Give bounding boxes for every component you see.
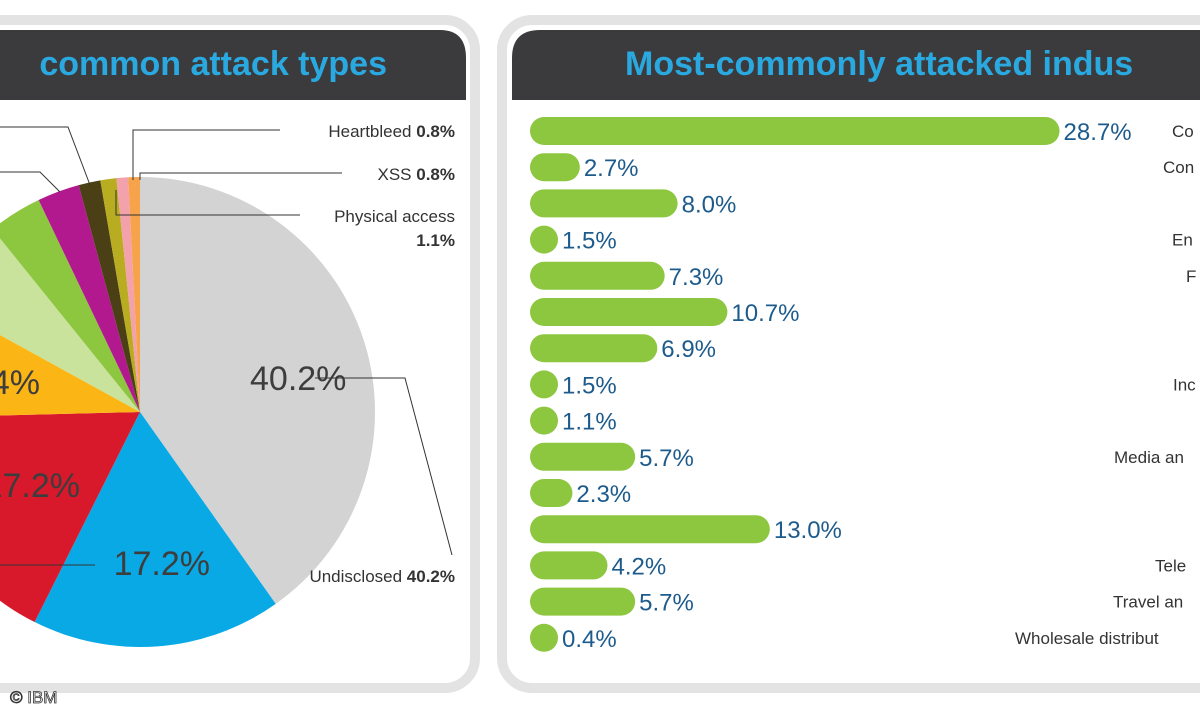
pie-slice <box>78 180 140 412</box>
left-header <box>0 30 466 100</box>
slice-value: 0.8% <box>416 165 455 184</box>
bar-category-label: Inc <box>1173 375 1196 394</box>
bar-category-label: Tele <box>1155 556 1186 575</box>
slice-value-label: 8.4% <box>0 364 40 402</box>
bar-category-label: Wholesale distribut <box>1015 629 1159 648</box>
bar <box>530 623 558 652</box>
bar-value-label: 6.9% <box>661 336 716 363</box>
slice-name: XSS <box>377 165 411 184</box>
bar <box>530 261 665 290</box>
bar <box>530 334 658 363</box>
bar <box>530 189 678 218</box>
bar <box>530 515 770 544</box>
slice-label: Heartbleed 0.8% <box>328 122 455 141</box>
bar <box>530 298 728 326</box>
bar <box>530 406 558 435</box>
bar <box>530 153 580 182</box>
pie-slice <box>0 238 140 412</box>
bar <box>530 117 1060 145</box>
bar-value-label: 5.7% <box>639 445 694 472</box>
leader-line <box>139 172 342 180</box>
slice-name: Heartbleed <box>328 122 411 141</box>
pie-slice <box>38 185 140 412</box>
bar-value-label: 1.5% <box>562 372 617 399</box>
slice-value: 0.8% <box>416 122 455 141</box>
right-header <box>512 30 1200 100</box>
slice-value: 40.2% <box>407 567 455 586</box>
slice-value-label: 40.2% <box>250 360 346 398</box>
pie-slice <box>0 199 140 412</box>
bar <box>530 442 636 471</box>
bar-value-label: 5.7% <box>639 590 694 617</box>
bar <box>530 370 558 399</box>
bar-category-label: Travel an <box>1113 593 1183 612</box>
bar <box>530 551 608 580</box>
bar-value-label: 1.1% <box>562 409 617 436</box>
bar-value-label: 2.7% <box>584 155 639 182</box>
bar-category-label: Con <box>1163 158 1194 177</box>
bar-value-label: 13.0% <box>774 517 842 544</box>
bar <box>530 479 573 507</box>
bar-category-label: En <box>1172 231 1193 250</box>
slice-value-label: 17.2% <box>114 545 210 583</box>
slice-value-label: 17.2% <box>0 467 80 505</box>
bar-value-label: 1.5% <box>562 228 617 255</box>
leader-line <box>0 171 61 193</box>
bar <box>530 587 636 616</box>
bar-value-label: 10.7% <box>731 300 799 327</box>
slice-name: Undisclosed <box>309 567 402 586</box>
pie-slice <box>140 177 376 604</box>
bar-category-label: F <box>1186 267 1196 286</box>
bar-category-label: Co <box>1172 122 1194 141</box>
pie-slice <box>0 412 140 623</box>
slice-label: Physical access <box>334 207 455 226</box>
bar-value-label: 4.2% <box>611 553 666 580</box>
pie-slice <box>0 335 140 416</box>
footer: © IBM <box>10 688 57 707</box>
bar-value-label: 7.3% <box>669 264 724 291</box>
pie-slice <box>34 412 276 647</box>
pie-slice <box>100 178 140 412</box>
pie-slice <box>116 177 140 412</box>
leader-line <box>0 126 91 186</box>
leader-line <box>315 377 453 556</box>
bar <box>530 225 558 254</box>
pie-slice <box>128 177 140 412</box>
slice-label: Undisclosed 40.2% <box>309 567 455 586</box>
slice-label: XSS 0.8% <box>377 165 455 184</box>
left-title: common attack types <box>39 45 387 83</box>
right-title: Most-commonly attacked indus <box>625 45 1133 83</box>
slice-value: 1.1% <box>416 231 455 250</box>
bar-value-label: 0.4% <box>562 626 617 653</box>
leader-line <box>132 129 280 180</box>
bar-value-label: 8.0% <box>682 191 737 218</box>
bar-category-label: Media an <box>1114 448 1184 467</box>
bar-value-label: 2.3% <box>576 481 631 508</box>
leader-line <box>115 190 300 216</box>
bar-value-label: 28.7% <box>1064 119 1132 146</box>
